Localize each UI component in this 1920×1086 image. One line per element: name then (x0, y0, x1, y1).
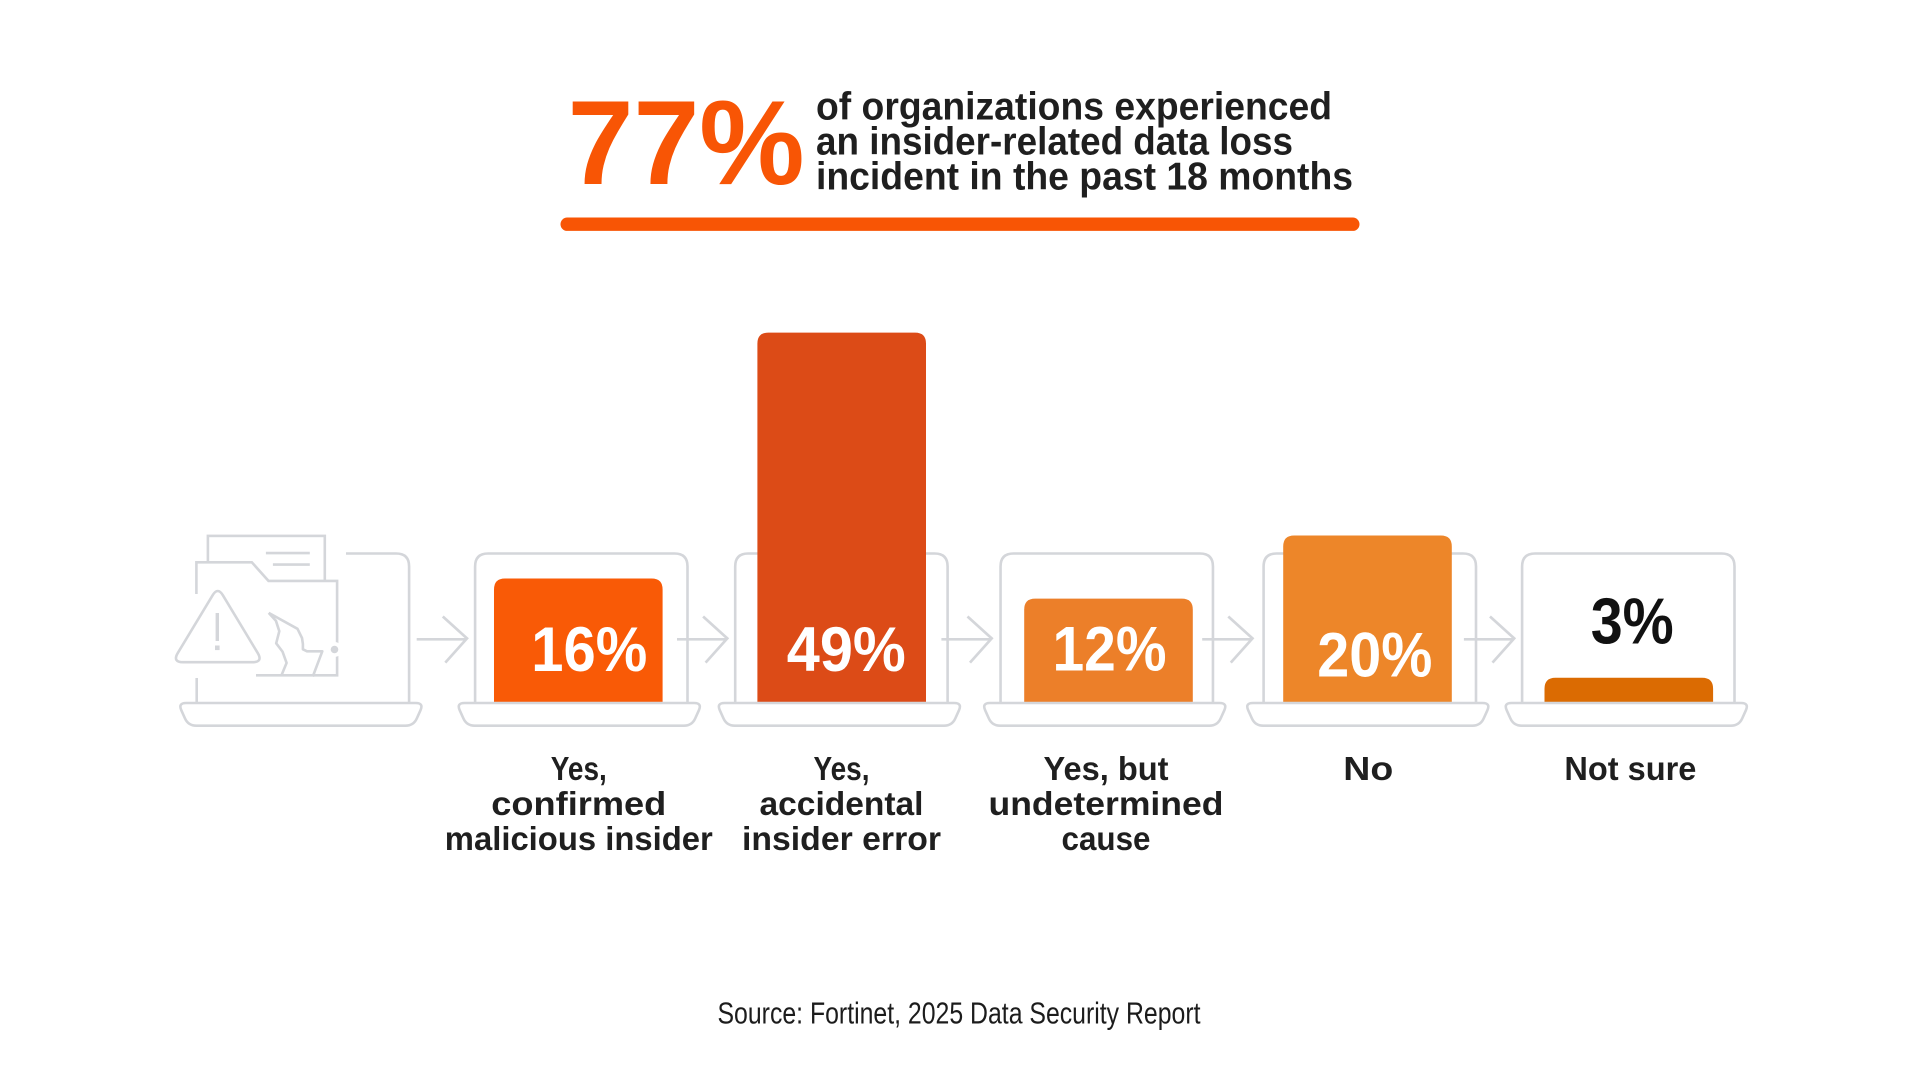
svg-text:Yes,: Yes, (814, 750, 870, 787)
svg-text:3%: 3% (1591, 584, 1674, 657)
svg-text:cause: cause (1062, 820, 1151, 857)
svg-text:undetermined: undetermined (989, 785, 1224, 822)
svg-text:Source: Fortinet, 2025 Data Se: Source: Fortinet, 2025 Data Security Rep… (718, 996, 1201, 1031)
svg-text:Yes, but: Yes, but (1044, 750, 1169, 787)
svg-text:77%: 77% (568, 76, 805, 210)
svg-text:of organizations experienced: of organizations experienced (816, 85, 1332, 128)
svg-text:accidental: accidental (760, 785, 924, 822)
svg-text:49%: 49% (787, 615, 906, 685)
svg-text:No: No (1343, 750, 1393, 787)
svg-text:12%: 12% (1053, 615, 1167, 685)
svg-text:incident in the past 18 months: incident in the past 18 months (816, 155, 1353, 198)
svg-text:confirmed: confirmed (491, 785, 666, 822)
svg-text:Not sure: Not sure (1564, 750, 1696, 787)
svg-text:insider error: insider error (742, 820, 941, 857)
svg-text:20%: 20% (1317, 621, 1432, 691)
svg-text:malicious insider: malicious insider (445, 820, 713, 857)
svg-text:Yes,: Yes, (551, 750, 607, 787)
svg-text:an insider-related data loss: an insider-related data loss (816, 120, 1293, 163)
svg-text:16%: 16% (531, 615, 647, 685)
